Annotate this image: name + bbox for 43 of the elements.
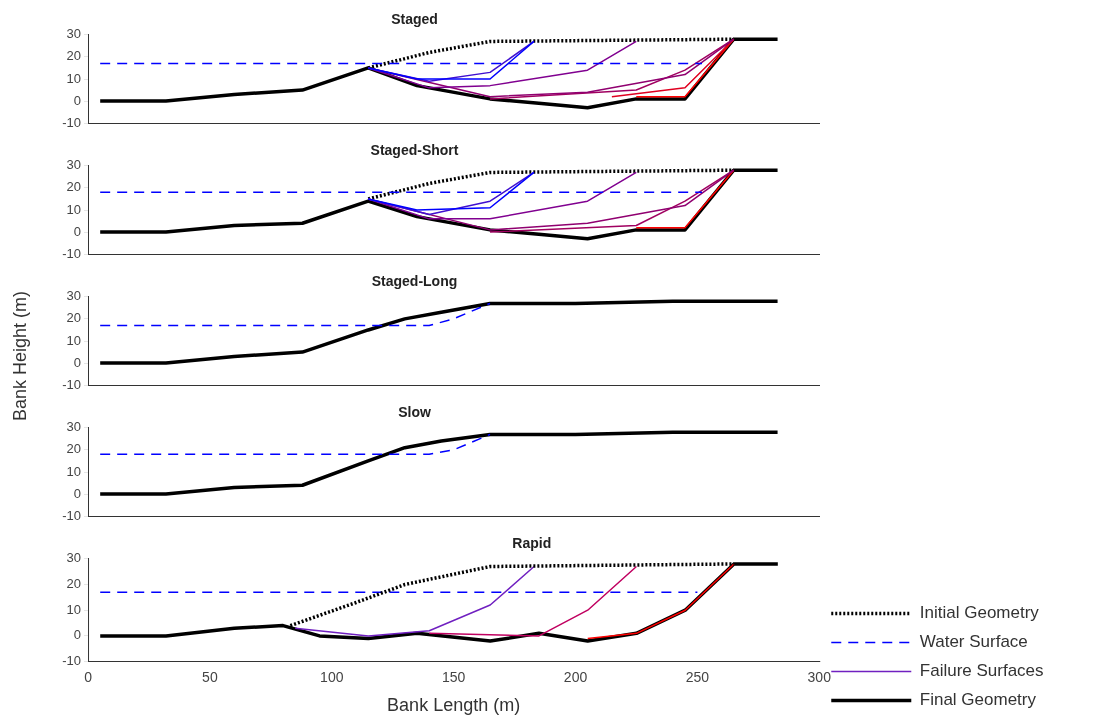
y-tick-label: 10 [66, 601, 82, 617]
y-tick-label: 0 [73, 223, 81, 239]
legend-label: Initial Geometry [919, 603, 1040, 623]
y-tick-label: 10 [66, 463, 81, 479]
x-axis-title: Bank Length (m) [387, 695, 521, 716]
x-tick-label: 200 [563, 668, 588, 685]
y-tick-label: 10 [66, 332, 81, 348]
y-tick-label: 0 [73, 354, 81, 370]
x-tick-label: 0 [84, 668, 93, 685]
x-tick-label: 250 [685, 668, 710, 685]
y-tick-label: 30 [66, 26, 81, 42]
legend-label: Water Surface [919, 632, 1028, 652]
chart-title: Rapid [512, 535, 552, 552]
legend-label: Failure Surfaces [919, 661, 1044, 681]
y-tick-label: -10 [62, 245, 81, 261]
y-tick-label: 10 [66, 201, 81, 217]
chart-title: Staged [391, 11, 438, 28]
y-tick-label: 10 [66, 70, 81, 86]
y-tick-label: 30 [66, 419, 81, 435]
chart-title: Staged-Long [371, 273, 458, 290]
chart-title: Staged-Short [370, 142, 459, 159]
y-axis-title: Bank Height (m) [9, 290, 31, 424]
y-tick-label: 30 [66, 288, 81, 304]
y-tick-label: -10 [62, 507, 81, 523]
y-tick-label: -10 [62, 376, 81, 392]
y-tick-label: 0 [73, 485, 81, 501]
x-tick-label: 50 [202, 668, 218, 685]
y-tick-label: 20 [66, 576, 82, 592]
x-tick-label: 100 [320, 668, 344, 685]
chart-title: Slow [398, 404, 431, 421]
y-tick-label: 20 [66, 179, 81, 195]
y-tick-label: 20 [66, 310, 81, 326]
y-tick-label: -10 [62, 653, 82, 669]
y-tick-label: -10 [62, 114, 81, 130]
y-tick-label: 30 [66, 550, 82, 566]
y-tick-label: 20 [66, 48, 81, 64]
y-tick-label: 0 [73, 92, 81, 108]
x-tick-label: 300 [807, 668, 832, 685]
y-tick-label: 0 [73, 627, 82, 643]
y-tick-label: 20 [66, 441, 81, 457]
x-tick-label: 150 [441, 668, 466, 685]
y-tick-label: 30 [66, 157, 81, 173]
legend-label: Final Geometry [919, 690, 1037, 710]
